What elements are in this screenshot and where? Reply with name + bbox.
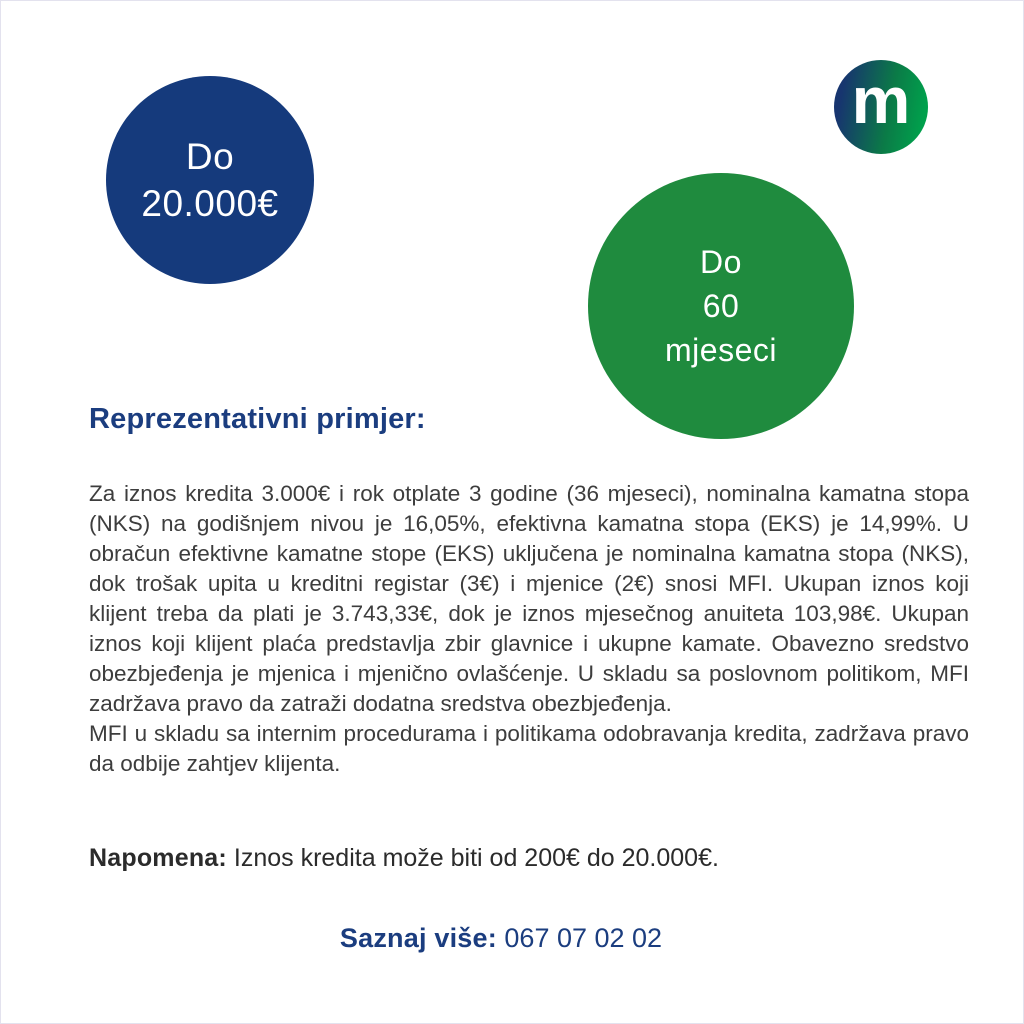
contact-cta: Saznaj više: 067 07 02 02 [1, 923, 1001, 954]
max-term-line1: Do [700, 244, 742, 280]
policy-paragraph: MFI u skladu sa internim procedurama i p… [89, 721, 969, 776]
cta-label: Saznaj više: [339, 923, 497, 953]
max-amount-badge-text: Do 20.000€ [141, 133, 278, 227]
note-line: Napomena: Iznos kredita može biti od 200… [89, 844, 969, 873]
max-term-line2: 60 [702, 288, 740, 324]
brand-logo: m [834, 60, 928, 154]
representative-example-copy: Za iznos kredita 3.000€ i rok otplate 3 … [89, 479, 969, 779]
max-term-badge: Do 60 mjeseci [588, 173, 854, 439]
cta-phone-number: 067 07 02 02 [496, 923, 663, 953]
max-term-badge-text: Do 60 mjeseci [665, 240, 777, 372]
max-term-line3: mjeseci [665, 332, 777, 368]
note-text: Iznos kredita može biti od 200€ do 20.00… [226, 844, 719, 872]
section-heading: Reprezentativni primjer: [89, 403, 426, 435]
note-label: Napomena: [89, 844, 227, 872]
example-paragraph: Za iznos kredita 3.000€ i rok otplate 3 … [89, 481, 969, 716]
brand-m-icon: m [851, 63, 911, 137]
max-amount-line1: Do [185, 136, 235, 177]
max-amount-line2: 20.000€ [141, 183, 279, 224]
max-amount-badge: Do 20.000€ [106, 76, 314, 284]
